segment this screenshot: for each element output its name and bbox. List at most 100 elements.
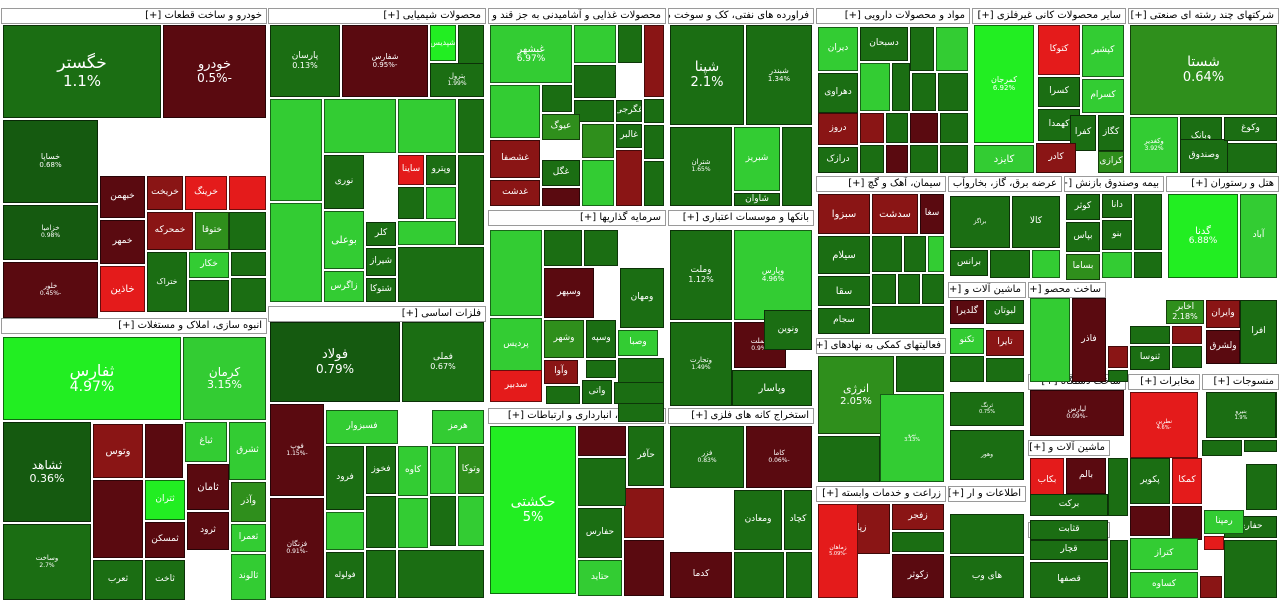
treemap-cell[interactable]: [1224, 540, 1277, 598]
treemap-cell[interactable]: [578, 458, 626, 506]
stock-tile[interactable]: ثفارس 4.97%: [3, 337, 181, 420]
treemap-cell[interactable]: [574, 25, 616, 63]
treemap-cell[interactable]: [229, 176, 266, 210]
treemap-cell[interactable]: [1102, 252, 1132, 278]
sector-header-chem[interactable]: محصولات شیمیایی [+]: [268, 8, 486, 24]
treemap-cell[interactable]: [624, 540, 664, 596]
stock-tile[interactable]: شفارس -0.95%: [342, 25, 428, 97]
stock-tile[interactable]: خریخت: [147, 176, 183, 210]
sector-header-misc1[interactable]: ماشین آلات و [+]: [1028, 440, 1110, 456]
stock-tile[interactable]: حتاید: [578, 560, 622, 596]
treemap-cell[interactable]: [1202, 440, 1242, 456]
stock-tile[interactable]: براگز: [950, 196, 1010, 248]
stock-tile[interactable]: کالا: [1012, 196, 1060, 248]
stock-tile[interactable]: ثنوسا: [1130, 346, 1170, 370]
stock-tile[interactable]: غبشهر 6.97%: [490, 25, 572, 83]
sector-header-it[interactable]: اطلاعات و ار [+]: [948, 486, 1026, 502]
sector-header-utility[interactable]: عرضه برق، گاز، بخاروآب [+]: [948, 176, 1062, 192]
stock-tile[interactable]: ثرود: [187, 512, 229, 550]
stock-tile[interactable]: ثالوند: [231, 554, 266, 600]
stock-tile[interactable]: شپنا 2.1%: [670, 25, 744, 125]
stock-tile[interactable]: بپاس: [1066, 222, 1100, 252]
stock-tile[interactable]: فملی 0.67%: [402, 322, 484, 402]
treemap-cell[interactable]: [324, 99, 396, 153]
sector-header-insurance[interactable]: بیمه وصندوق بازنش [+]: [1064, 176, 1164, 192]
stock-tile[interactable]: شیراز: [366, 248, 396, 276]
stock-tile[interactable]: ساینا: [398, 155, 424, 185]
treemap-cell[interactable]: [231, 278, 266, 312]
treemap-cell[interactable]: [458, 99, 484, 153]
treemap-cell[interactable]: [1204, 536, 1224, 550]
stock-tile[interactable]: وسپه: [586, 320, 616, 358]
stock-tile[interactable]: دهراوی: [818, 73, 858, 113]
stock-tile[interactable]: غشصفا: [490, 140, 540, 178]
stock-tile[interactable]: اخابر 2.18%: [1166, 300, 1204, 324]
treemap-cell[interactable]: [231, 252, 266, 276]
stock-tile[interactable]: کسرا: [1038, 77, 1080, 107]
treemap-cell[interactable]: [892, 63, 910, 111]
sector-header-hotel[interactable]: هتل و رستوران [+]: [1166, 176, 1279, 192]
stock-tile[interactable]: شتران 1.65%: [670, 127, 732, 206]
stock-tile[interactable]: شاوان: [734, 193, 780, 206]
stock-tile[interactable]: عیوگ: [542, 114, 580, 140]
stock-tile[interactable]: زاگرس: [324, 271, 364, 302]
stock-tile[interactable]: فاذر: [1072, 298, 1106, 382]
stock-tile[interactable]: سیلام: [818, 236, 870, 274]
treemap-cell[interactable]: [326, 512, 364, 550]
treemap-cell[interactable]: [734, 552, 784, 598]
treemap-cell[interactable]: [1172, 346, 1202, 368]
stock-tile[interactable]: وپارس 4.96%: [734, 230, 812, 320]
sector-header-invest[interactable]: سرمایه گذاریها [+]: [488, 210, 666, 226]
treemap-cell[interactable]: [782, 127, 812, 206]
stock-tile[interactable]: خودرو -0.5%: [163, 25, 266, 118]
treemap-cell[interactable]: [189, 280, 229, 312]
treemap-cell[interactable]: [229, 212, 266, 250]
treemap-cell[interactable]: [574, 100, 614, 122]
treemap-cell[interactable]: [398, 550, 484, 598]
treemap-cell[interactable]: [398, 247, 484, 302]
stock-tile[interactable]: کمرجان 6.92%: [974, 25, 1034, 143]
stock-tile[interactable]: سدبیر: [490, 370, 542, 402]
sector-header-pharma[interactable]: مواد و محصولات دارویی [+]: [816, 8, 970, 24]
stock-tile[interactable]: نوری: [324, 155, 364, 209]
stock-tile[interactable]: وتوس: [93, 424, 143, 478]
treemap-cell[interactable]: [1134, 252, 1162, 278]
stock-tile[interactable]: کگاز: [1098, 115, 1124, 151]
stock-tile[interactable]: فوپ -1.15%: [270, 404, 324, 496]
stock-tile[interactable]: شبندر 1.34%: [746, 25, 812, 125]
stock-tile[interactable]: کرازی: [1098, 151, 1124, 173]
stock-tile[interactable]: ثباغ: [185, 422, 227, 462]
sector-header-fin[interactable]: فعالیتهای کمکی به نهادهای [+]: [816, 338, 946, 354]
stock-tile[interactable]: ثعرب: [93, 560, 143, 600]
treemap-cell[interactable]: [1130, 506, 1170, 536]
stock-tile[interactable]: کادر: [1036, 143, 1076, 173]
treemap-cell[interactable]: [872, 236, 902, 272]
treemap-cell[interactable]: [886, 113, 908, 143]
treemap-cell[interactable]: [644, 99, 664, 123]
stock-tile[interactable]: دیران: [818, 27, 858, 71]
stock-tile[interactable]: گدنا 6.88%: [1168, 194, 1238, 278]
stock-tile[interactable]: بالم: [1066, 458, 1106, 494]
treemap-cell[interactable]: [1172, 506, 1202, 540]
stock-tile[interactable]: قچار: [1030, 540, 1108, 560]
stock-tile[interactable]: ثمسکن: [145, 522, 185, 558]
stock-tile[interactable]: غالبر: [616, 124, 642, 148]
treemap-cell[interactable]: [366, 496, 396, 548]
stock-tile[interactable]: کدما: [670, 552, 732, 598]
sector-header-metalprod[interactable]: ساخت محصو [+]: [1028, 282, 1106, 298]
stock-tile[interactable]: برکت: [1030, 494, 1108, 516]
stock-tile[interactable]: لپارس -0.09%: [1030, 390, 1124, 436]
treemap-cell[interactable]: [892, 532, 944, 552]
stock-tile[interactable]: ثعمرا: [231, 524, 266, 552]
stock-tile[interactable]: شتوکا: [366, 278, 396, 302]
stock-tile[interactable]: زکوثر: [892, 554, 944, 598]
stock-tile[interactable]: بساما: [1066, 254, 1100, 280]
treemap-cell[interactable]: [912, 73, 936, 111]
treemap-cell[interactable]: [886, 145, 908, 173]
stock-tile[interactable]: خزامیا 0.98%: [3, 205, 98, 260]
stock-tile[interactable]: کاوه: [398, 446, 428, 496]
stock-tile[interactable]: بنو: [1102, 220, 1132, 250]
treemap-cell[interactable]: [270, 203, 322, 302]
treemap-cell[interactable]: [430, 496, 456, 546]
treemap-cell[interactable]: [93, 480, 143, 558]
